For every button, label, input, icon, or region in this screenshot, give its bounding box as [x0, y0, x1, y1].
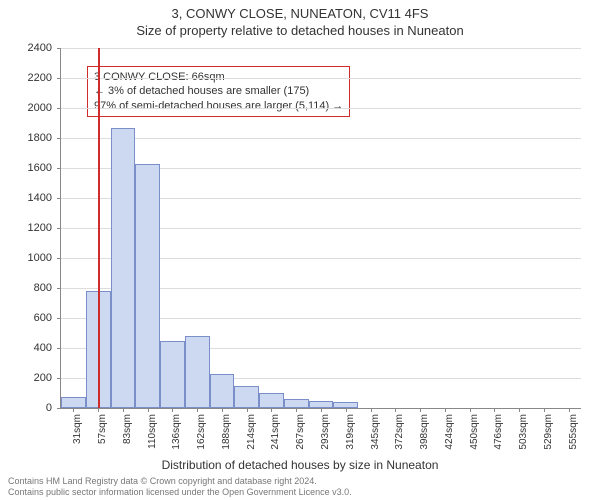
y-tick-label: 600 — [0, 312, 52, 324]
bar — [284, 399, 309, 408]
y-tick-label: 1600 — [0, 162, 52, 174]
x-tick-label: 503sqm — [518, 414, 529, 464]
x-tick-label: 424sqm — [444, 414, 455, 464]
x-tick-label: 293sqm — [320, 414, 331, 464]
y-tick-label: 1400 — [0, 192, 52, 204]
chart-plot-area: 3 CONWY CLOSE: 66sqm ← 3% of detached ho… — [60, 48, 581, 409]
x-tick — [222, 408, 223, 412]
y-tick-label: 2400 — [0, 42, 52, 54]
x-tick-label: 529sqm — [543, 414, 554, 464]
x-tick-label: 555sqm — [568, 414, 579, 464]
x-tick — [247, 408, 248, 412]
y-tick-label: 400 — [0, 342, 52, 354]
x-tick-label: 31sqm — [72, 414, 83, 464]
y-tick — [57, 258, 61, 259]
y-tick-label: 2200 — [0, 72, 52, 84]
x-tick-label: 398sqm — [419, 414, 430, 464]
y-tick — [57, 408, 61, 409]
grid-line — [61, 48, 581, 49]
y-tick-label: 800 — [0, 282, 52, 294]
y-tick — [57, 318, 61, 319]
x-tick — [494, 408, 495, 412]
x-tick — [271, 408, 272, 412]
y-tick — [57, 108, 61, 109]
x-tick — [296, 408, 297, 412]
x-tick — [445, 408, 446, 412]
y-tick-label: 0 — [0, 402, 52, 414]
x-tick-label: 214sqm — [246, 414, 257, 464]
bar — [309, 401, 334, 409]
x-tick — [346, 408, 347, 412]
x-tick — [371, 408, 372, 412]
x-tick-label: 241sqm — [270, 414, 281, 464]
x-tick — [569, 408, 570, 412]
footer-line: Contains public sector information licen… — [8, 487, 592, 498]
x-tick — [544, 408, 545, 412]
bar — [185, 336, 210, 408]
bar — [160, 341, 185, 409]
info-line: 97% of semi-detached houses are larger (… — [94, 99, 343, 113]
x-tick-label: 188sqm — [221, 414, 232, 464]
x-tick-label: 83sqm — [122, 414, 133, 464]
y-tick-label: 200 — [0, 372, 52, 384]
info-box: 3 CONWY CLOSE: 66sqm ← 3% of detached ho… — [87, 66, 350, 117]
y-tick-label: 1800 — [0, 132, 52, 144]
x-tick — [98, 408, 99, 412]
y-tick — [57, 48, 61, 49]
y-tick — [57, 138, 61, 139]
x-tick — [197, 408, 198, 412]
footer: Contains HM Land Registry data © Crown c… — [8, 476, 592, 498]
x-tick — [519, 408, 520, 412]
x-tick — [395, 408, 396, 412]
x-tick — [148, 408, 149, 412]
y-tick-label: 1200 — [0, 222, 52, 234]
y-tick-label: 1000 — [0, 252, 52, 264]
x-tick — [73, 408, 74, 412]
bar — [259, 393, 284, 408]
x-tick-label: 57sqm — [97, 414, 108, 464]
x-tick-label: 162sqm — [196, 414, 207, 464]
x-tick-label: 136sqm — [171, 414, 182, 464]
x-tick — [172, 408, 173, 412]
footer-line: Contains HM Land Registry data © Crown c… — [8, 476, 592, 487]
chart-title: Size of property relative to detached ho… — [0, 21, 600, 38]
y-tick — [57, 378, 61, 379]
x-tick — [420, 408, 421, 412]
x-tick — [470, 408, 471, 412]
bar — [61, 397, 86, 408]
grid-line — [61, 78, 581, 79]
page-title: 3, CONWY CLOSE, NUNEATON, CV11 4FS — [0, 0, 600, 21]
grid-line — [61, 138, 581, 139]
x-tick-label: 372sqm — [394, 414, 405, 464]
x-tick-label: 267sqm — [295, 414, 306, 464]
x-tick-label: 476sqm — [493, 414, 504, 464]
x-tick-label: 110sqm — [147, 414, 158, 464]
x-tick-label: 319sqm — [345, 414, 356, 464]
marker-line — [98, 48, 100, 408]
x-tick-label: 345sqm — [370, 414, 381, 464]
x-tick-label: 450sqm — [469, 414, 480, 464]
bar — [111, 128, 136, 409]
x-tick — [321, 408, 322, 412]
y-tick-label: 2000 — [0, 102, 52, 114]
y-tick — [57, 288, 61, 289]
bar — [135, 164, 160, 409]
grid-line — [61, 108, 581, 109]
y-tick — [57, 168, 61, 169]
chart-container: 3, CONWY CLOSE, NUNEATON, CV11 4FS Size … — [0, 0, 600, 500]
y-tick — [57, 78, 61, 79]
x-tick — [123, 408, 124, 412]
info-line: ← 3% of detached houses are smaller (175… — [94, 84, 343, 98]
y-tick — [57, 198, 61, 199]
y-tick — [57, 228, 61, 229]
y-tick — [57, 348, 61, 349]
bar — [234, 386, 259, 409]
bar — [210, 374, 235, 409]
